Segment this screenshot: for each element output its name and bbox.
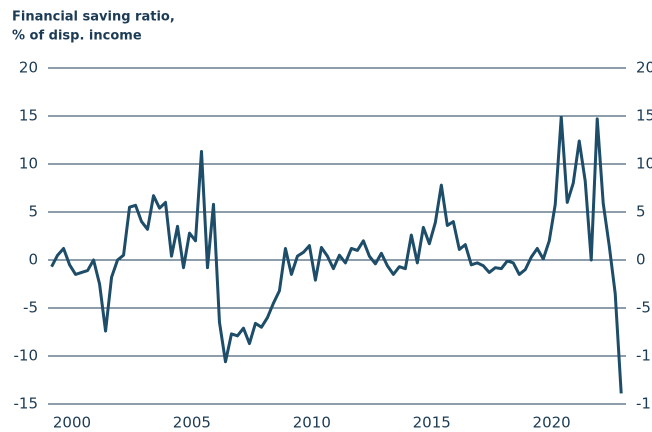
y2-tick-label: -10 [636,347,652,365]
y2-tick-label: 10 [636,155,652,173]
y-tick-label: -10 [14,347,39,365]
x-tick-label: 2010 [293,414,331,432]
x-tick-label: 2015 [413,414,451,432]
y-tick-label: 0 [28,251,38,269]
x-tick-label: 2000 [53,414,91,432]
y-tick-label: 5 [28,203,38,221]
chart-title: % of disp. income [12,29,142,44]
y-tick-label: -15 [14,395,39,413]
line [50,115,623,394]
y2-tick-label: -5 [636,299,651,317]
y-tick-label: -5 [23,299,38,317]
chart-title: Financial saving ratio, [12,10,175,25]
y2-tick-label: 0 [636,251,646,269]
x-tick-label: 2020 [533,414,571,432]
y-tick-label: 20 [19,59,38,77]
y-tick-label: 10 [19,155,38,173]
y2-tick-label: 5 [636,203,646,221]
y-tick-label: 15 [19,107,38,125]
y2-tick-label: 20 [636,59,652,77]
x-tick-label: 2005 [173,414,211,432]
y2-tick-label: -15 [636,395,652,413]
y2-tick-label: 15 [636,107,652,125]
